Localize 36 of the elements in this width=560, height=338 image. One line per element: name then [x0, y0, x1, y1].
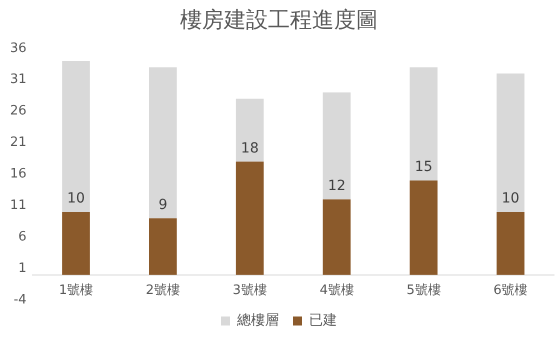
bar — [62, 60, 90, 212]
legend-label: 已建 — [309, 312, 337, 329]
y-tick-label: 36 — [10, 40, 27, 56]
y-tick-label: 1 — [18, 260, 27, 276]
bar — [236, 98, 264, 162]
bar — [62, 212, 90, 275]
bar — [149, 218, 177, 275]
bar — [322, 199, 351, 275]
bar — [322, 92, 351, 200]
x-tick-label: 1號樓 — [58, 283, 94, 298]
bar — [496, 74, 524, 212]
bar — [149, 67, 177, 218]
data-label: 10 — [502, 190, 520, 207]
data-label: 9 — [158, 196, 168, 213]
data-label: 15 — [414, 159, 433, 176]
x-tick-label: 6號樓 — [493, 283, 528, 298]
x-tick-label: 2號樓 — [146, 283, 180, 298]
x-tick-label: 3號樓 — [232, 283, 267, 298]
bar — [236, 162, 264, 275]
legend-label: 總樓層 — [236, 312, 279, 329]
data-label: 10 — [67, 190, 85, 207]
bar — [410, 180, 438, 275]
bar — [410, 67, 438, 180]
y-tick-label: 31 — [10, 72, 27, 88]
y-tick-label: 21 — [10, 135, 27, 150]
bar — [496, 212, 524, 275]
x-tick-label: 5號樓 — [406, 283, 441, 298]
x-tick-label: 4號樓 — [320, 283, 354, 298]
data-label: 12 — [328, 178, 346, 194]
y-tick-label: 11 — [10, 198, 27, 214]
chart-title: 樓房建設工程進度圖 — [180, 8, 378, 33]
data-label: 18 — [240, 140, 259, 156]
y-tick-label: 16 — [10, 166, 27, 182]
y-tick-label: 26 — [10, 104, 27, 119]
y-tick-label: -4 — [14, 292, 27, 308]
y-tick-label: 6 — [18, 229, 27, 244]
